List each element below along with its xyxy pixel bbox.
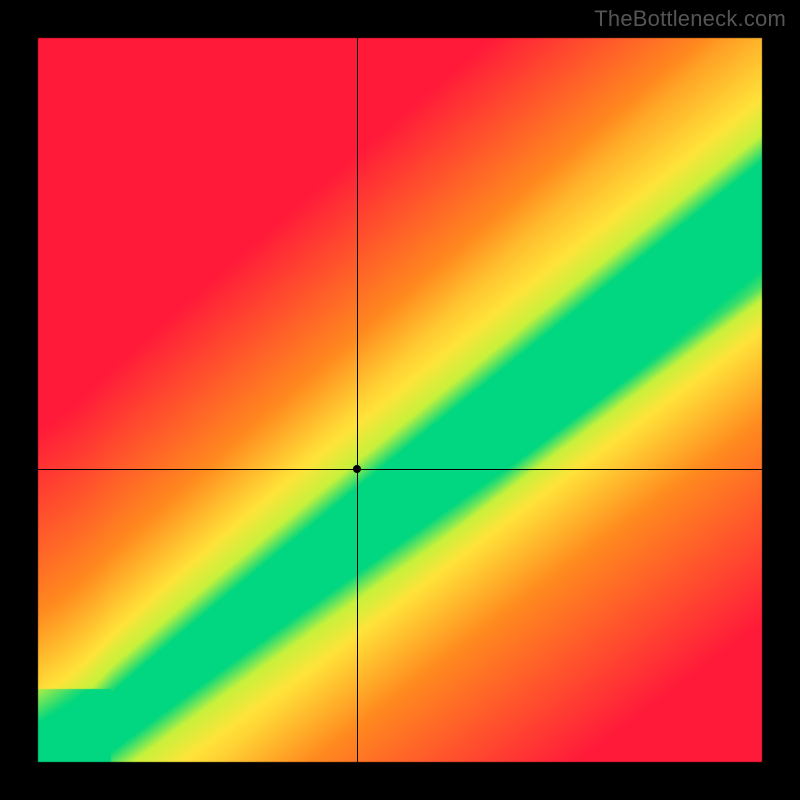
crosshair-horizontal xyxy=(38,469,762,470)
crosshair-vertical xyxy=(357,38,358,762)
marker-dot xyxy=(353,465,361,473)
watermark-text: TheBottleneck.com xyxy=(594,6,786,32)
chart-container: { "watermark": { "text": "TheBottleneck.… xyxy=(0,0,800,800)
bottleneck-heatmap xyxy=(0,0,800,800)
